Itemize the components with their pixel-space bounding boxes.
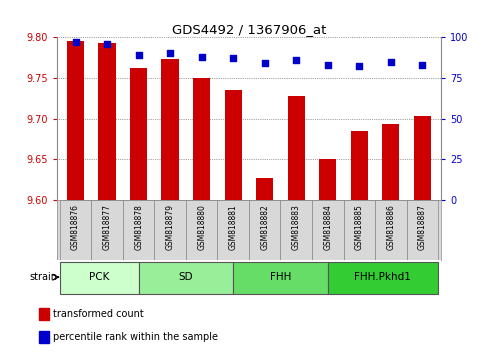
Point — [229, 56, 237, 61]
Bar — [344, 200, 375, 260]
Bar — [287, 96, 305, 200]
Text: GSM818885: GSM818885 — [355, 204, 364, 250]
Point — [355, 64, 363, 69]
Bar — [91, 200, 123, 260]
Title: GDS4492 / 1367906_at: GDS4492 / 1367906_at — [172, 23, 326, 36]
Bar — [186, 200, 217, 260]
Text: FHH: FHH — [270, 272, 291, 282]
Bar — [39, 331, 49, 343]
Text: FHH.Pkhd1: FHH.Pkhd1 — [354, 272, 411, 282]
Point — [387, 59, 395, 64]
Text: GSM818878: GSM818878 — [134, 204, 143, 250]
Bar — [123, 200, 154, 260]
Text: GSM818877: GSM818877 — [103, 204, 111, 250]
Text: GSM818884: GSM818884 — [323, 204, 332, 250]
Bar — [319, 159, 336, 200]
Bar — [249, 200, 281, 260]
Bar — [217, 200, 249, 260]
Bar — [99, 43, 116, 200]
Text: GSM818876: GSM818876 — [71, 204, 80, 250]
Bar — [162, 59, 179, 200]
Text: GSM818882: GSM818882 — [260, 204, 269, 250]
Bar — [407, 200, 438, 260]
Text: GSM818886: GSM818886 — [387, 204, 395, 250]
Point — [324, 62, 332, 68]
Bar — [67, 41, 84, 200]
Bar — [281, 200, 312, 260]
Point — [166, 51, 174, 56]
Bar — [233, 262, 328, 294]
Text: PCK: PCK — [89, 272, 109, 282]
Bar — [193, 78, 211, 200]
Bar — [224, 90, 242, 200]
Point — [135, 52, 142, 58]
Text: GSM818887: GSM818887 — [418, 204, 427, 250]
Bar — [60, 200, 91, 260]
Text: GSM818881: GSM818881 — [229, 204, 238, 250]
Bar — [382, 124, 399, 200]
Text: transformed count: transformed count — [53, 309, 144, 319]
Bar — [328, 262, 438, 294]
Text: GSM818883: GSM818883 — [292, 204, 301, 250]
Point — [71, 39, 79, 45]
Point — [103, 41, 111, 46]
Bar — [256, 178, 274, 200]
Text: GSM818880: GSM818880 — [197, 204, 206, 250]
Bar — [154, 200, 186, 260]
Bar — [130, 68, 147, 200]
Bar — [39, 308, 49, 320]
Text: strain: strain — [29, 272, 57, 282]
Point — [261, 61, 269, 66]
Point — [419, 62, 426, 68]
Text: percentile rank within the sample: percentile rank within the sample — [53, 332, 218, 342]
Bar — [414, 116, 431, 200]
Bar — [312, 200, 344, 260]
Point — [292, 57, 300, 63]
Bar — [60, 262, 139, 294]
Bar — [351, 131, 368, 200]
Text: SD: SD — [178, 272, 193, 282]
Point — [198, 54, 206, 59]
Bar — [139, 262, 233, 294]
Text: GSM818879: GSM818879 — [166, 204, 175, 250]
Bar — [375, 200, 407, 260]
